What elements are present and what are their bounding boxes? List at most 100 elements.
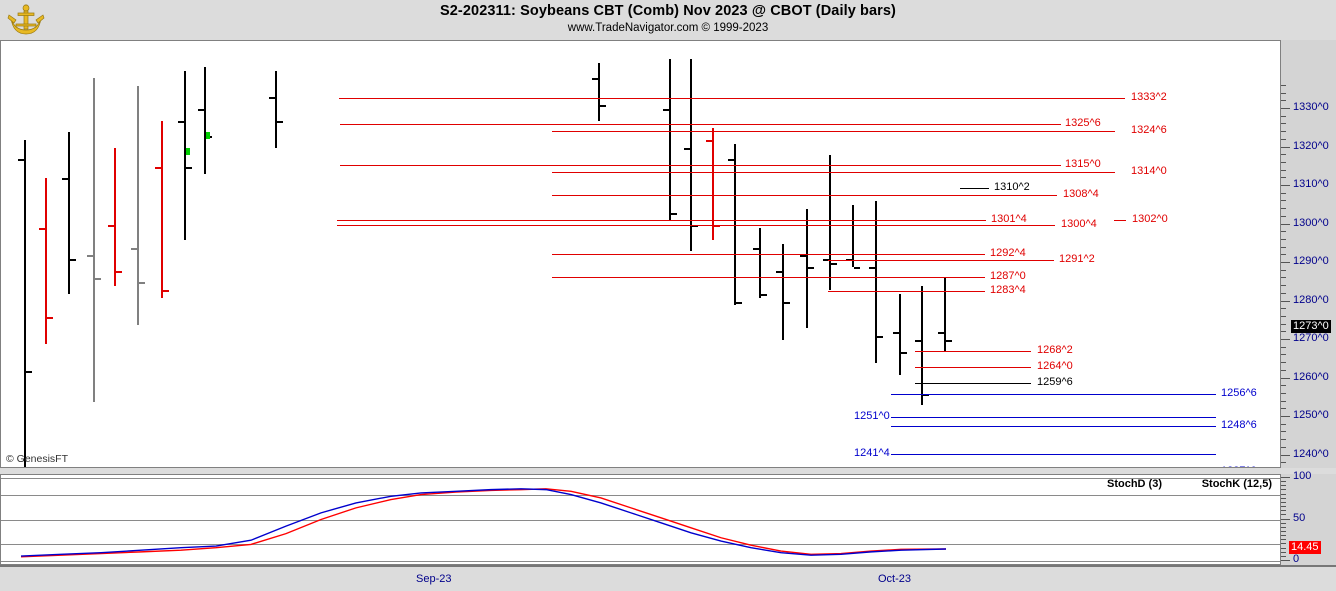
ohlc-open-tick [753,247,759,250]
ohlc-bar [161,120,163,298]
price-axis-label: 1240^0 [1293,447,1329,460]
price-axis-label: 1330^0 [1293,101,1329,113]
price-level-line[interactable] [891,426,1216,427]
price-axis-tick [1281,300,1290,302]
price-level-line[interactable] [552,131,1115,132]
stochastic-axis-minor-tick [1281,485,1286,487]
price-level-line[interactable] [891,394,1216,395]
price-axis-minor-tick [1281,169,1286,171]
stochastic-gridline [1,519,1280,521]
price-axis-minor-tick [1281,115,1286,117]
ohlc-close-tick [277,120,283,123]
ohlc-close-tick [163,289,169,292]
stochastic-axis-label: 0 [1293,553,1300,565]
stochastic-axis-minor-tick [1281,481,1286,483]
ohlc-bar [24,139,26,467]
price-level-line[interactable] [828,291,985,292]
price-level-line[interactable] [891,454,1216,455]
price-axis-label: 1260^0 [1293,370,1329,383]
date-label-oct: Oct-23 [878,573,912,585]
ohlc-close-tick [116,270,122,273]
ohlc-bar [137,85,139,325]
stochastic-axis[interactable]: 100 50 0 14.45 [1280,471,1336,565]
price-level-line[interactable] [552,277,985,278]
ohlc-bar [759,228,761,298]
price-level-label: 1264^0 [1037,360,1073,372]
ohlc-open-tick [87,255,93,258]
price-level-label: 1314^0 [1131,165,1167,177]
price-level-label: 1241^4 [854,447,890,459]
ohlc-close-tick [784,301,790,304]
price-level-label: 1308^4 [1063,188,1099,200]
price-axis-minor-tick [1281,138,1286,140]
price-level-line[interactable] [552,254,985,255]
ohlc-close-tick [26,370,32,373]
price-level-label: 1301^4 [991,213,1027,225]
ohlc-bar [114,147,116,287]
stochastic-curves [20,488,947,558]
price-axis-minor-tick [1281,84,1286,86]
ohlc-open-tick [823,259,829,262]
ohlc-close-tick [877,336,883,339]
price-level-line[interactable] [552,195,1057,196]
price-axis-minor-tick [1281,315,1286,317]
price-level-line[interactable] [337,225,1055,226]
price-axis-label: 1280^0 [1293,293,1329,306]
price-axis-minor-tick [1281,254,1286,256]
legend-stochk: StochK (12,5) [1201,478,1272,490]
ohlc-bar [806,209,808,329]
price-level-label: 1251^0 [854,410,890,422]
ohlc-open-tick [728,159,734,162]
price-axis-minor-tick [1281,431,1286,433]
price-axis-minor-tick [1281,123,1286,125]
price-level-label: 1333^2 [1131,91,1167,103]
stochastic-axis-minor-tick [1281,510,1286,512]
price-axis[interactable]: 1330^0 1320^0 1310^0 1300^0 1290^0 1280^0 1270… [1280,40,1336,498]
price-axis-tick [1281,454,1290,456]
ohlc-open-tick [915,340,921,342]
stochastic-gridline [1,544,1280,546]
ohlc-open-tick [663,109,669,111]
ohlc-close-tick [70,259,76,262]
date-label-sep: Sep-23 [416,573,452,585]
ohlc-bar [944,278,946,352]
price-level-line[interactable] [915,367,1031,368]
price-level-line[interactable] [828,260,1054,261]
price-level-label: 1302^0 [1132,213,1168,225]
stochastic-axis-minor-tick [1281,555,1286,557]
price-level-line[interactable] [339,98,1125,99]
date-axis[interactable]: Sep-23 Oct-23 [0,565,1336,591]
price-axis-minor-tick [1281,446,1286,448]
stochastic-gridline [1,561,1280,562]
price-level-line[interactable] [891,417,1216,418]
price-axis-tick [1281,339,1290,340]
price-level-line[interactable] [552,172,1115,173]
price-level-line[interactable] [340,165,1061,166]
stochastic-axis-minor-tick [1281,493,1286,495]
stochastic-panel[interactable]: StochD (3) StochK (12,5) [0,474,1280,565]
genesisft-watermark: © GenesisFT [6,453,69,465]
price-axis-tick [1281,108,1290,109]
price-axis-minor-tick [1281,369,1286,371]
price-axis-minor-tick [1281,354,1286,356]
stochastic-axis-tick [1281,518,1290,520]
price-axis-minor-tick [1281,285,1286,287]
price-level-line[interactable] [915,383,1031,384]
price-level-line[interactable] [340,124,1061,125]
price-axis-tick [1281,185,1290,186]
price-level-line[interactable] [1114,220,1126,221]
price-axis-minor-tick [1281,400,1286,402]
price-axis-minor-tick [1281,292,1286,294]
price-axis-label: 1310^0 [1293,178,1329,190]
ohlc-bar [204,66,206,175]
stochastic-axis-minor-tick [1281,530,1286,532]
price-axis-tick [1281,377,1290,379]
price-level-line[interactable] [915,351,1031,352]
stochastic-axis-minor-tick [1281,551,1286,553]
ohlc-close-tick [854,266,860,269]
price-level-line[interactable] [960,188,989,189]
ohlc-close-tick [139,282,145,285]
price-level-line[interactable] [337,220,986,221]
price-chart-panel[interactable]: 1333^2 1325^6 1324^6 1315^0 1314^0 1310^2 1308… [0,40,1280,468]
chart-subtitle: www.TradeNavigator.com © 1999-2023 [567,22,769,34]
